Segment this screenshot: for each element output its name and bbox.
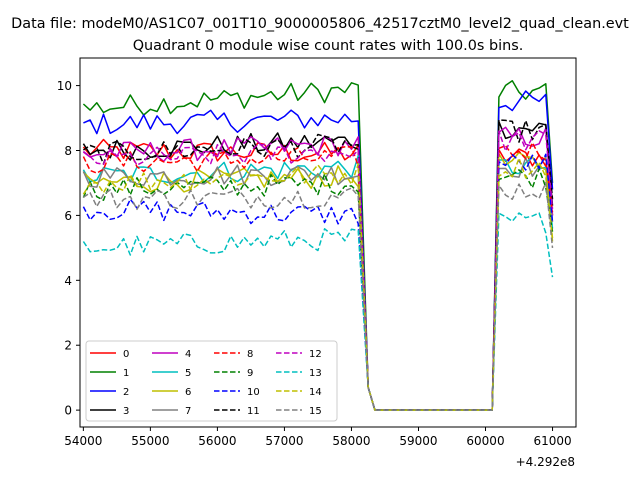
legend-label-12: 12	[309, 349, 322, 360]
legend-label-2: 2	[123, 387, 129, 398]
legend-label-13: 13	[309, 368, 322, 379]
legend-label-3: 3	[123, 406, 129, 417]
plot-frame	[79, 57, 577, 428]
y-tick-label: 4	[64, 274, 72, 288]
chart-suptitle: Data file: modeM0/AS1C07_001T10_90000058…	[11, 16, 629, 32]
y-tick-label: 2	[64, 339, 72, 353]
legend-label-9: 9	[247, 368, 253, 379]
x-axis: 54000 55000 56000 57000 58000 59000 60000 61000	[64, 427, 572, 448]
legend-box	[85, 340, 338, 422]
x-tick-label: 55000	[131, 434, 169, 448]
x-tick-label: 61000	[533, 434, 571, 448]
legend-label-5: 5	[185, 368, 191, 379]
series-line-15	[82, 181, 554, 411]
legend-label-11: 11	[247, 406, 260, 417]
legend-label-8: 8	[247, 349, 253, 360]
series-line-8	[82, 141, 554, 411]
y-axis: 0 2 4 6 8 10	[57, 79, 80, 418]
x-tick-label: 60000	[466, 434, 504, 448]
y-tick-label: 10	[57, 79, 72, 93]
x-tick-label: 59000	[399, 434, 437, 448]
legend-label-6: 6	[185, 387, 191, 398]
x-tick-label: 54000	[64, 434, 102, 448]
x-tick-label: 57000	[265, 434, 303, 448]
series-layer	[82, 80, 554, 411]
legend-label-15: 15	[309, 406, 322, 417]
legend-label-0: 0	[123, 349, 129, 360]
y-tick-label: 6	[64, 209, 72, 223]
y-tick-label: 8	[64, 144, 72, 158]
series-line-14	[82, 157, 554, 411]
x-tick-label: 56000	[198, 434, 236, 448]
legend-label-4: 4	[185, 349, 191, 360]
chart-title: Quadrant 0 module wise count rates with …	[133, 38, 524, 54]
legend-label-10: 10	[247, 387, 260, 398]
x-offset-label: +4.292e8	[516, 455, 575, 469]
legend-label-14: 14	[309, 387, 322, 398]
legend-label-7: 7	[185, 406, 191, 417]
y-tick-label: 0	[64, 404, 72, 418]
legend-label-1: 1	[123, 368, 129, 379]
x-tick-label: 58000	[332, 434, 370, 448]
